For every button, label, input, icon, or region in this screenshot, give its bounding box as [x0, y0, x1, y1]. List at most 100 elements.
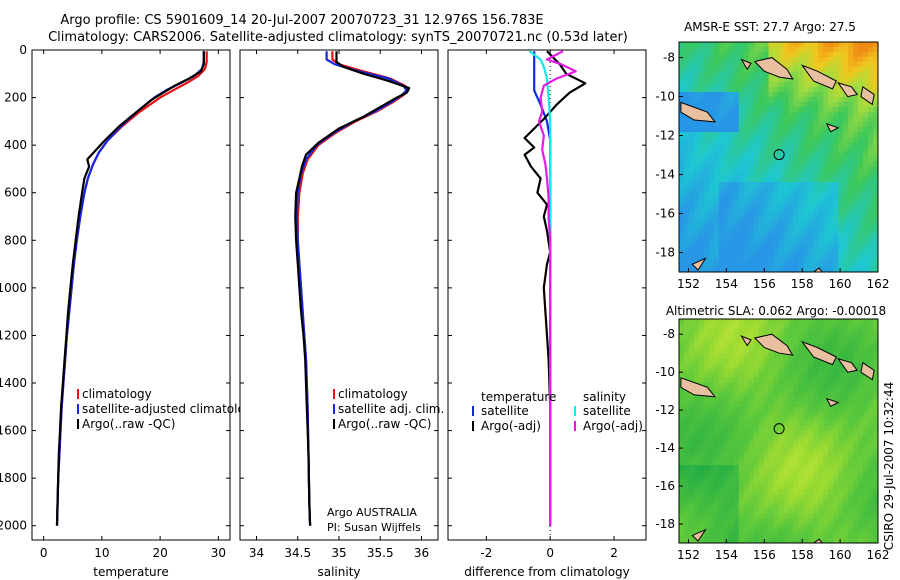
y-tick-label: -10 [655, 90, 675, 104]
legend-label: climatology [338, 387, 408, 401]
island [800, 340, 837, 366]
heatmap-cells [679, 42, 878, 272]
x-tick-label: 34 [249, 546, 264, 560]
x-tick-label: 2 [610, 546, 618, 560]
figure-title-line2: Climatology: CARS2006. Satellite-adjuste… [48, 30, 628, 45]
difference-panel: -2 0 2 difference from climatology temperatu… [447, 49, 647, 579]
credit-line2: PI: Susan Wijffels [327, 521, 421, 534]
x-tick-label: 158 [791, 548, 814, 562]
map-frame [678, 318, 879, 544]
y-tick-label: -8 [663, 51, 675, 65]
sst-map: 152 154 156 158 160 162 -8 -10 -12 -14 -16 -18 [655, 41, 890, 291]
legend-heading: salinity [583, 390, 626, 404]
y-tick-label: 2000 [0, 519, 27, 533]
x-tick-label: 34.5 [284, 546, 311, 560]
temperature-panel: 0 10 20 30 temperature 0 200 400 600 800 1000 1200 1… [0, 43, 260, 579]
series-line [294, 51, 411, 526]
y-tick-label: -16 [655, 479, 675, 493]
series-line [55, 51, 205, 526]
y-tick-label: 0 [19, 43, 27, 57]
x-tick-label: 10 [94, 546, 109, 560]
series-line [523, 50, 587, 526]
y-tick-label: -12 [655, 129, 675, 143]
island [691, 257, 707, 271]
island [860, 85, 875, 106]
coastline-islands [680, 333, 875, 543]
series-line [537, 50, 577, 526]
legend-label: satellite-adjusted climatology [82, 402, 260, 416]
side-stamp: CSIRO 29-Jul-2007 10:32:44 [882, 382, 896, 550]
island [753, 57, 794, 80]
island [800, 64, 837, 90]
credit-line1: Argo AUSTRALIA [327, 506, 417, 519]
island [691, 528, 707, 542]
island [812, 267, 823, 272]
x-tick-label: -2 [480, 546, 492, 560]
island [753, 333, 794, 356]
island [740, 335, 752, 347]
x-tick-label: 154 [715, 277, 738, 291]
x-tick-label: 158 [791, 277, 814, 291]
x-tick-label: 35.5 [367, 546, 394, 560]
x-tick-label: 30 [211, 546, 226, 560]
y-tick-label: 1000 [0, 281, 27, 295]
legend-label: Argo(-adj) [481, 419, 541, 433]
sst-map-title: AMSR-E SST: 27.7 Argo: 27.5 [684, 20, 856, 34]
y-tick-label: 1800 [0, 471, 27, 485]
island [680, 377, 717, 398]
y-tick-label: 400 [4, 138, 27, 152]
island [836, 82, 859, 98]
x-tick-label: 160 [829, 277, 852, 291]
x-axis-label: temperature [93, 565, 168, 579]
argo-position-marker [773, 423, 785, 435]
figure-title-line1: Argo profile: CS 5901609_14 20-Jul-2007 … [60, 13, 543, 28]
island [740, 58, 752, 71]
plot-frame [447, 49, 647, 541]
y-tick-label: -18 [655, 246, 675, 260]
legend-label: satellite adj. clim. [338, 402, 444, 416]
argo-position-marker [773, 149, 785, 161]
plot-frame [239, 49, 439, 541]
legend-label: Argo(..raw -QC) [338, 417, 431, 431]
legend-label: satellite [583, 404, 631, 418]
heatmap-cells [679, 319, 878, 543]
y-tick-label: 200 [4, 91, 27, 105]
x-tick-label: 154 [715, 548, 738, 562]
y-tick-label: -12 [655, 403, 675, 417]
x-tick-label: 160 [829, 548, 852, 562]
x-tick-label: 0 [546, 546, 554, 560]
x-tick-label: 156 [753, 277, 776, 291]
x-tick-label: 0 [40, 546, 48, 560]
y-tick-label: -18 [655, 517, 675, 531]
y-tick-label: -10 [655, 365, 675, 379]
y-tick-label: 800 [4, 233, 27, 247]
sla-map-title: Altimetric SLA: 0.062 Argo: -0.00018 [666, 304, 886, 318]
y-tick-label: -14 [655, 441, 675, 455]
y-tick-label: -14 [655, 168, 675, 182]
coastline-islands [680, 57, 875, 272]
island [680, 101, 717, 123]
x-tick-label: 162 [867, 548, 890, 562]
x-axis-label: salinity [317, 565, 360, 579]
sla-map: 152 154 156 158 160 162 -8 -10 -12 -14 -16 -18 [655, 318, 890, 562]
x-tick-label: 152 [677, 277, 700, 291]
y-tick-label: 1400 [0, 376, 27, 390]
x-tick-label: 162 [867, 277, 890, 291]
salinity-panel: 34 34.5 35 35.5 36 salinity climatologysatelli… [239, 49, 444, 579]
y-tick-label: -8 [663, 327, 675, 341]
plot-frame [31, 49, 231, 541]
legend-heading: temperature [481, 390, 556, 404]
y-tick-label: 1600 [0, 424, 27, 438]
legend-label: Argo(-adj) [583, 419, 643, 433]
x-tick-label: 35 [331, 546, 346, 560]
x-tick-label: 156 [753, 548, 776, 562]
legend-label: climatology [82, 387, 152, 401]
y-tick-label: 1200 [0, 328, 27, 342]
map-frame [678, 41, 879, 273]
x-tick-label: 152 [677, 548, 700, 562]
y-tick-label: -16 [655, 207, 675, 221]
island [825, 123, 840, 133]
island [836, 358, 859, 373]
x-axis-label: difference from climatology [464, 565, 630, 579]
